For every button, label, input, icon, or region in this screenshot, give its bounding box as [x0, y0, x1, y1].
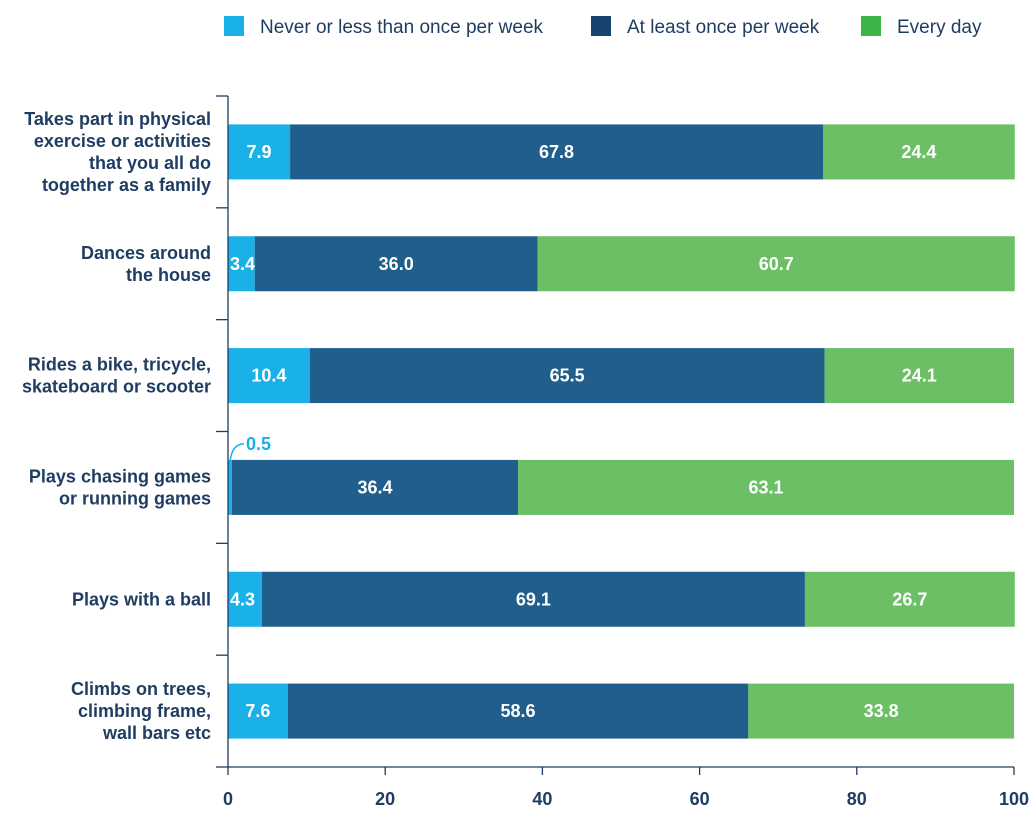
category-label-line: Plays chasing games	[29, 466, 211, 486]
x-tick-label: 80	[847, 789, 867, 809]
data-label-3-1: 36.4	[357, 477, 392, 497]
data-label-2-0: 10.4	[251, 366, 286, 386]
category-label-line: together as a family	[42, 175, 211, 195]
category-label-1: Dances around the house	[81, 243, 211, 285]
legend-swatch-2	[861, 16, 881, 36]
bar-segment-0-2	[823, 124, 1015, 180]
data-label-2-1: 65.5	[550, 366, 585, 386]
legend-swatch-1	[591, 16, 611, 36]
data-label-3-0: 0.5	[246, 434, 271, 454]
data-label-1-2: 60.7	[759, 254, 794, 274]
category-labels: Takes part in physical exercise or activi…	[22, 109, 211, 743]
bar-segment-2-0	[228, 348, 310, 404]
x-tick-label: 40	[532, 789, 552, 809]
bar-segment-2-1	[309, 348, 825, 404]
bar-segment-1-2	[537, 236, 1015, 292]
bar-segment-4-2	[804, 571, 1015, 627]
category-label-line: Takes part in physical	[24, 109, 211, 129]
category-label-line: wall bars etc	[102, 723, 211, 743]
category-label-line: skateboard or scooter	[22, 377, 211, 397]
category-label-line: or running games	[59, 488, 211, 508]
category-label-line: Dances around	[81, 243, 211, 263]
data-label-2-2: 24.1	[902, 366, 937, 386]
bar-segment-3-2	[518, 459, 1014, 515]
category-label-line: Rides a bike, tricycle,	[28, 355, 211, 375]
x-tick-label: 0	[223, 789, 233, 809]
bar-segment-1-1	[254, 236, 538, 292]
legend-label-0: Never or less than once per week	[260, 17, 544, 38]
data-label-5-2: 33.8	[864, 701, 899, 721]
data-label-4-0: 4.3	[230, 589, 255, 609]
category-label-5: Climbs on trees, climbing frame, wall bars…	[71, 679, 211, 743]
x-tick-label: 60	[690, 789, 710, 809]
data-label-1-0: 3.4	[230, 254, 255, 274]
category-label-line: Plays with a ball	[72, 589, 211, 609]
legend-label-1: At least once per week	[627, 17, 820, 38]
category-label-line: Climbs on trees,	[71, 679, 211, 699]
bar-segment-4-0	[228, 571, 262, 627]
data-label-0-1: 67.8	[539, 142, 574, 162]
data-label-4-1: 69.1	[516, 589, 551, 609]
legend: Never or less than once per week At least…	[224, 16, 982, 38]
legend-label-2: Every day	[897, 17, 982, 38]
bar-segment-0-1	[290, 124, 824, 180]
category-label-line: exercise or activities	[34, 131, 211, 151]
x-tick-label: 100	[999, 789, 1029, 809]
category-label-3: Plays chasing games or running games	[29, 466, 211, 508]
bars	[228, 124, 1015, 739]
category-label-2: Rides a bike, tricycle, skateboard or sco…	[22, 355, 211, 397]
bar-segment-2-2	[824, 348, 1014, 404]
data-label-5-1: 58.6	[501, 701, 536, 721]
x-tick-label: 20	[375, 789, 395, 809]
category-label-line: climbing frame,	[78, 701, 211, 721]
bar-segment-4-1	[261, 571, 805, 627]
bar-segment-5-2	[748, 683, 1014, 739]
bar-segment-0-0	[228, 124, 291, 180]
axes: 0 20 40 60 80 100	[216, 95, 1029, 809]
bar-segment-1-0	[228, 236, 255, 292]
legend-swatch-0	[224, 16, 244, 36]
data-label-3-2: 63.1	[748, 477, 783, 497]
category-label-4: Plays with a ball	[72, 589, 211, 609]
bar-segment-3-0	[228, 459, 232, 515]
category-label-line: that you all do	[89, 153, 211, 173]
data-label-5-0: 7.6	[245, 701, 270, 721]
bar-segment-3-1	[231, 459, 519, 515]
data-label-0-0: 7.9	[247, 142, 272, 162]
data-labels: 7.9 67.8 24.4 3.4 36.0 60.7 10.4 65.5 24.1 0.5 36.…	[229, 142, 937, 721]
data-label-0-2: 24.4	[901, 142, 936, 162]
leader-line-3-0	[229, 443, 245, 463]
category-label-line: the house	[126, 265, 211, 285]
bar-segment-5-0	[228, 683, 288, 739]
data-label-1-1: 36.0	[379, 254, 414, 274]
category-label-0: Takes part in physical exercise or activi…	[24, 109, 211, 195]
data-label-4-2: 26.7	[892, 589, 927, 609]
bar-segment-5-1	[287, 683, 749, 739]
